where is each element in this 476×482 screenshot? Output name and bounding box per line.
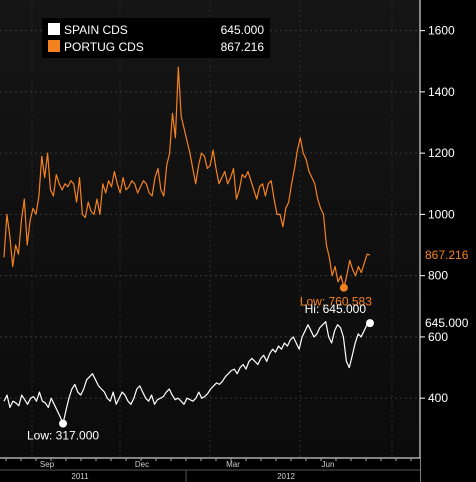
x-tick-label-mar: Mar — [226, 460, 240, 469]
y-tick-label-1000: 1000 — [428, 207, 455, 221]
annotation-marker-spain-cds-1 — [366, 319, 374, 328]
y-tick-label-800: 800 — [428, 269, 448, 283]
series-layer — [3, 66, 371, 425]
legend-swatch-portug — [48, 40, 60, 52]
series-line-spain-cds — [3, 321, 371, 425]
legend-box — [42, 18, 270, 58]
x-tick-label-dec: Dec — [135, 460, 149, 469]
legend-value-portug: 867.216 — [221, 40, 265, 54]
annotation-label-spain-cds-0: Low: 317.000 — [27, 429, 99, 443]
y-tick-label-400: 400 — [428, 391, 448, 405]
legend-label-portug: PORTUG CDS — [64, 40, 144, 54]
annotation-marker-spain-cds-0 — [59, 419, 68, 428]
annotations-layer: Low: 760.583 Low: 317.000 Hi: 645.000 — [27, 283, 374, 443]
annotation-marker-portug-cds-0 — [339, 283, 348, 292]
y-tick-label-1400: 1400 — [428, 85, 455, 99]
annotation-label-portug-cds-0: Low: 760.583 — [300, 295, 372, 309]
last-value-tag-bg-portug-cds — [422, 247, 476, 264]
x-year-label-2012: 2012 — [277, 472, 295, 481]
last-value-tag-portug-cds: 867.216 — [425, 248, 469, 262]
last-value-tag-bg-spain-cds — [422, 315, 476, 332]
x-tick-label-jun: Jun — [322, 460, 335, 469]
legend-label-spain: SPAIN CDS — [64, 23, 128, 37]
series-line-portug-cds — [3, 66, 371, 289]
y-tick-label-1200: 1200 — [428, 146, 455, 160]
y-tick-label-600: 600 — [428, 330, 448, 344]
x-tick-label-sep: Sep — [40, 460, 55, 469]
legend-value-spain: 645.000 — [221, 23, 265, 37]
last-value-tag-spain-cds: 645.000 — [425, 316, 469, 330]
x-year-label-2011: 2011 — [71, 472, 89, 481]
annotation-label-spain-cds-1: Hi: 645.000 — [305, 302, 367, 316]
grid-lines — [0, 0, 420, 458]
legend-swatch-spain — [48, 23, 60, 35]
y-tick-label-1600: 1600 — [428, 24, 455, 38]
